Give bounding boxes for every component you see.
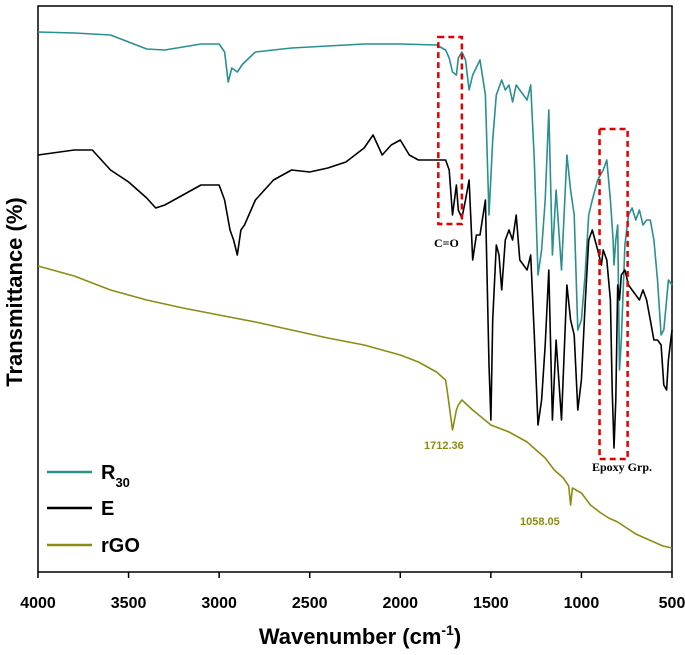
carbonyl-annotation: C=O	[434, 236, 459, 250]
highlight-box-carbonyl	[437, 35, 464, 226]
legend-label-e: E	[101, 498, 114, 520]
highlight-box-epoxy	[598, 127, 629, 461]
highlight-boxes	[437, 35, 629, 461]
x-axis-title-main: Wavenumber (cm	[259, 624, 442, 649]
x-tick-label-500: 500	[659, 595, 685, 612]
peak-label-1058: 1058.05	[520, 516, 560, 528]
legend-label-rgo: rGO	[101, 535, 140, 557]
legend-label-r30: R30	[101, 462, 130, 490]
x-tick-label-1000: 1000	[564, 595, 600, 612]
legend: R30 E rGO	[47, 462, 140, 557]
x-tick-label-2000: 2000	[382, 595, 418, 612]
x-axis-title-sup: -1	[441, 622, 454, 638]
epoxy-annotation: Epoxy Grp.	[592, 460, 652, 474]
x-tick-label-1500: 1500	[473, 595, 509, 612]
x-tick-label-4000: 4000	[20, 595, 56, 612]
x-tick-label-3500: 3500	[111, 595, 147, 612]
series-line-r30	[37, 31, 673, 371]
series-line-rgo	[37, 265, 673, 549]
y-axis-title: Transmittance (%)	[2, 197, 27, 387]
series-layer	[37, 31, 673, 549]
series-line-e	[37, 134, 673, 449]
plot-frame	[37, 5, 673, 573]
x-axis-title-close: )	[454, 624, 461, 649]
legend-label-r30-main: R	[101, 462, 116, 484]
peak-label-1712: 1712.36	[424, 440, 464, 452]
legend-label-r30-sub: 30	[115, 475, 129, 490]
x-axis-ticks: 4000 3500 3000 2500 2000 1500 1000 500	[20, 572, 685, 612]
x-tick-label-3000: 3000	[201, 595, 237, 612]
x-axis-title: Wavenumber (cm-1)	[259, 622, 461, 649]
x-tick-label-2500: 2500	[292, 595, 328, 612]
